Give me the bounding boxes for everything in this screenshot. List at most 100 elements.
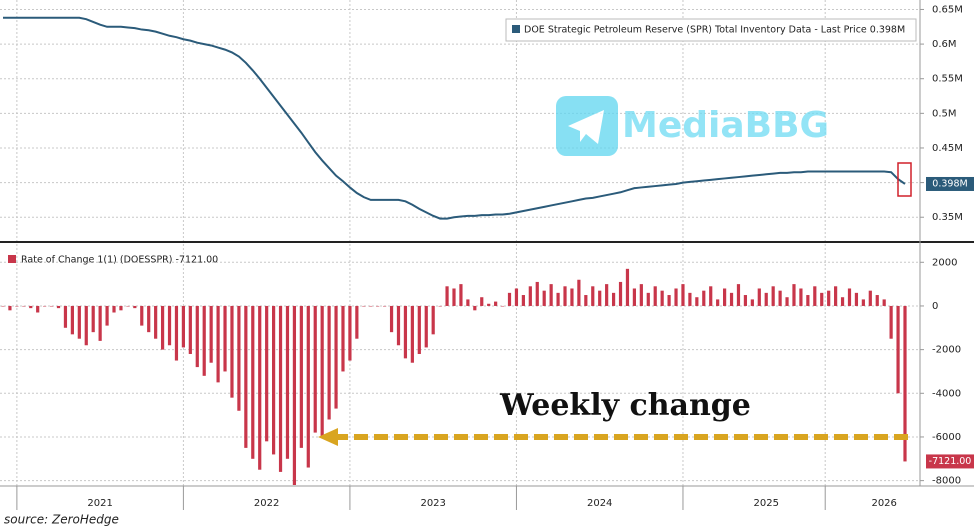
bar bbox=[854, 292, 859, 306]
bar bbox=[813, 286, 817, 306]
bar bbox=[410, 305, 414, 363]
bar bbox=[542, 290, 546, 306]
y-tick-label: -4000 bbox=[932, 388, 961, 399]
highlight-box bbox=[897, 162, 912, 197]
bar bbox=[507, 292, 512, 306]
bar bbox=[244, 305, 248, 448]
bar bbox=[681, 284, 685, 306]
bar bbox=[376, 305, 380, 307]
bar bbox=[112, 305, 116, 313]
bar bbox=[29, 305, 33, 309]
bar bbox=[702, 290, 706, 306]
bar bbox=[299, 305, 303, 448]
bar bbox=[861, 299, 865, 306]
bar bbox=[445, 286, 449, 306]
bar bbox=[272, 305, 276, 455]
bar bbox=[56, 305, 61, 309]
bar bbox=[660, 290, 664, 306]
bar bbox=[625, 268, 630, 306]
bar bbox=[133, 305, 137, 309]
bar bbox=[147, 305, 151, 333]
annotation: Weekly change bbox=[499, 388, 751, 423]
bar bbox=[98, 305, 102, 341]
bar bbox=[292, 305, 297, 485]
bar bbox=[251, 305, 255, 459]
bar bbox=[757, 288, 761, 306]
bar bbox=[792, 284, 796, 306]
y-tick-label: -6000 bbox=[932, 432, 961, 443]
bar bbox=[195, 305, 199, 368]
y-tick-label: 0 bbox=[932, 301, 938, 312]
bar bbox=[847, 288, 852, 306]
bar bbox=[140, 305, 144, 326]
bar bbox=[882, 299, 886, 306]
bar bbox=[466, 299, 470, 306]
bar bbox=[688, 292, 692, 306]
y-tick-label: 0.65M bbox=[932, 4, 963, 15]
arrow-head bbox=[318, 428, 338, 446]
bar bbox=[105, 305, 109, 326]
bar bbox=[535, 281, 539, 306]
bar bbox=[646, 292, 650, 306]
x-tick-label: 2021 bbox=[87, 498, 112, 509]
x-tick-label: 2026 bbox=[871, 498, 896, 509]
bar bbox=[778, 290, 782, 306]
bar bbox=[896, 305, 900, 394]
bar bbox=[806, 295, 810, 306]
bar bbox=[785, 297, 789, 306]
bar bbox=[528, 286, 532, 306]
last-value-tag bbox=[926, 176, 974, 191]
bar bbox=[632, 288, 636, 306]
y-tick-label: -8000 bbox=[932, 476, 961, 487]
y-tick-label: 0.6M bbox=[932, 39, 957, 50]
line bbox=[3, 16, 906, 220]
y-tick-label: 0.45M bbox=[932, 143, 963, 154]
y-tick-label: 2000 bbox=[932, 257, 957, 268]
bar bbox=[549, 284, 553, 306]
bar bbox=[49, 305, 54, 307]
bar bbox=[403, 305, 408, 359]
bar bbox=[174, 305, 179, 361]
bar bbox=[840, 297, 845, 306]
bar bbox=[577, 279, 581, 306]
bar bbox=[160, 305, 165, 350]
y-tick-label: 0.5M bbox=[932, 108, 957, 119]
bar bbox=[362, 305, 366, 307]
bar bbox=[695, 297, 699, 306]
bar bbox=[43, 305, 47, 307]
legend-text: Rate of Change 1(1) (DOESSPR) -7121.00 bbox=[21, 255, 218, 266]
bar bbox=[764, 292, 768, 306]
bar bbox=[709, 286, 713, 306]
bar bbox=[70, 305, 74, 335]
y-tick-label: -2000 bbox=[932, 345, 961, 356]
bar bbox=[77, 305, 81, 339]
bar bbox=[903, 305, 907, 462]
last-value-tag bbox=[926, 454, 974, 469]
bar bbox=[341, 305, 345, 372]
bar bbox=[487, 303, 491, 306]
bar bbox=[188, 305, 192, 354]
bar bbox=[431, 305, 435, 335]
bar bbox=[605, 284, 609, 306]
bar bbox=[771, 286, 775, 306]
bar bbox=[743, 295, 748, 306]
bar bbox=[230, 305, 234, 398]
bar bbox=[91, 305, 95, 333]
bar bbox=[827, 290, 831, 306]
last-value-label: -7121.00 bbox=[929, 456, 972, 467]
bar bbox=[494, 301, 498, 306]
watermark-text: MediaBBG bbox=[622, 105, 829, 146]
x-tick-label: 2024 bbox=[587, 498, 612, 509]
x-tick-label: 2023 bbox=[420, 498, 445, 509]
legend-text: DOE Strategic Petroleum Reserve (SPR) To… bbox=[524, 25, 905, 36]
bar bbox=[480, 297, 484, 306]
bar bbox=[723, 288, 727, 306]
bar bbox=[473, 305, 477, 311]
bar bbox=[320, 305, 324, 437]
source: source: ZeroHedge bbox=[4, 513, 119, 527]
bar bbox=[63, 305, 68, 328]
bar bbox=[327, 305, 331, 420]
bar bbox=[313, 305, 317, 433]
bar bbox=[15, 305, 19, 307]
